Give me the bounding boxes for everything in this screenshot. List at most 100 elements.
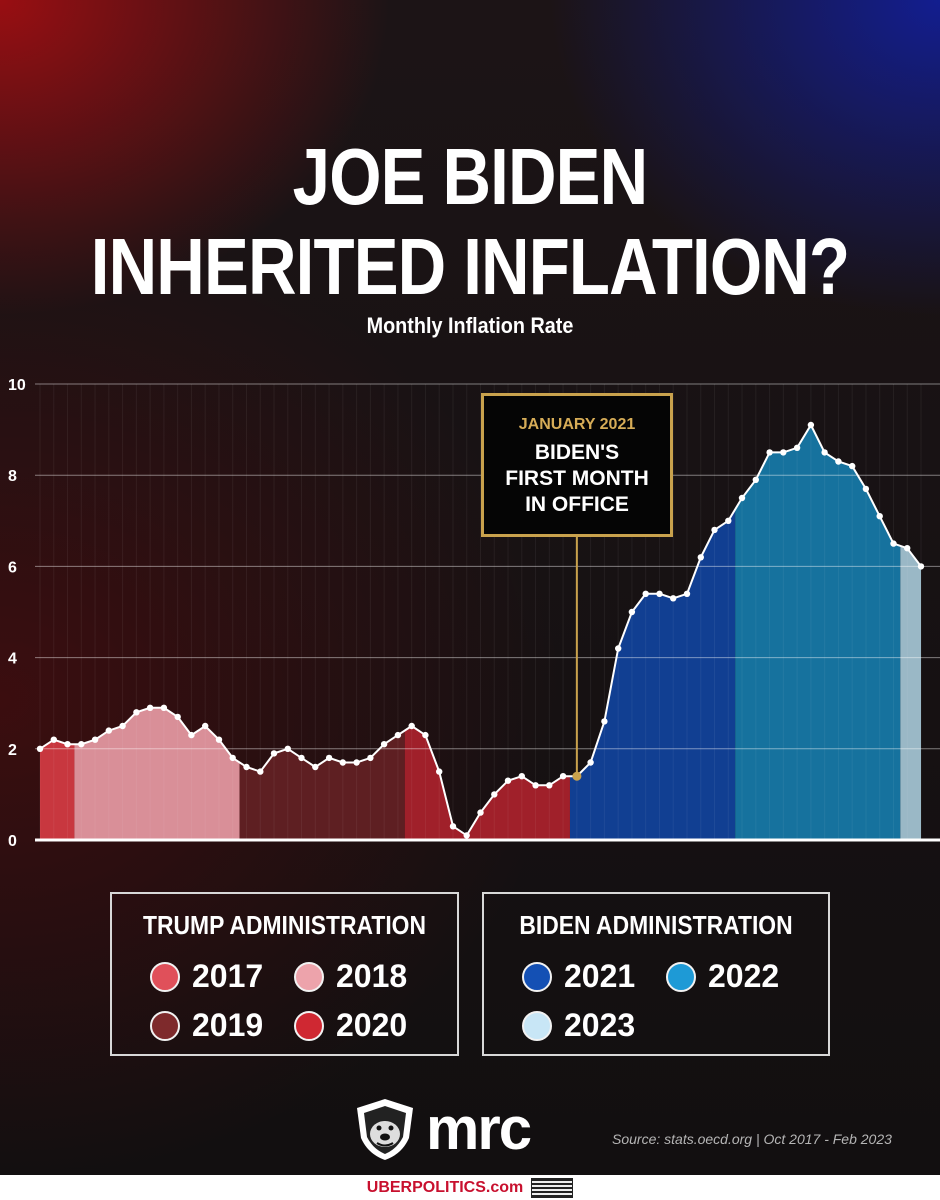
- inflation-chart: 0 2 4 6 8 10: [8, 377, 940, 850]
- legend-label-2018: 2018: [336, 958, 408, 994]
- data-point-2023-01: [904, 545, 911, 552]
- data-point-2018-03: [105, 727, 113, 734]
- legend-dot-2017: [150, 961, 180, 992]
- data-point-2021-07: [656, 590, 663, 597]
- y-tick-label-8: 8: [8, 468, 17, 485]
- data-point-2022-05: [793, 444, 801, 451]
- data-point-2021-08: [670, 595, 677, 602]
- data-point-2021-12: [725, 517, 732, 524]
- data-point-2019-10: [367, 754, 374, 762]
- legend-label-2023: 2023: [564, 1007, 636, 1043]
- data-point-2021-03: [601, 718, 608, 725]
- legend-item-2023: 2023: [522, 1007, 635, 1044]
- data-point-2019-04: [284, 745, 291, 752]
- data-point-2020-12: [559, 773, 567, 780]
- data-point-2020-04: [449, 823, 457, 830]
- mrc-logo: mrc: [352, 1094, 532, 1163]
- source-note: Source: stats.oecd.org | Oct 2017 - Feb …: [612, 1131, 892, 1147]
- data-point-2020-09: [518, 773, 525, 780]
- bulldog-shield-icon: [357, 1098, 413, 1160]
- data-point-2019-09: [353, 759, 360, 766]
- legend-label-2022: 2022: [708, 958, 780, 994]
- legend-dot-2022: [666, 961, 696, 992]
- data-point-2017-11: [50, 736, 57, 743]
- data-point-2019-05: [298, 754, 305, 762]
- data-point-2018-08: [174, 713, 181, 721]
- y-tick-label-4: 4: [8, 651, 17, 668]
- data-point-2021-02: [587, 759, 594, 766]
- data-point-2017-10: [36, 745, 44, 752]
- callout-date: JANUARY 2021: [518, 416, 636, 433]
- data-point-2018-10: [202, 722, 209, 730]
- data-point-2020-06: [477, 809, 484, 816]
- data-point-2018-02: [91, 736, 99, 743]
- data-point-2020-10: [532, 782, 539, 789]
- y-tick-label-6: 6: [8, 559, 17, 576]
- data-point-2019-02: [257, 768, 264, 775]
- area-band-2019: [239, 425, 405, 840]
- legend-item-2019: 2019: [150, 1007, 263, 1044]
- data-point-2019-11: [380, 741, 388, 748]
- callout-box: JANUARY 2021 BIDEN'S FIRST MONTH IN OFFI…: [481, 393, 673, 537]
- data-point-2019-07: [325, 754, 333, 762]
- data-point-2018-05: [133, 709, 140, 716]
- data-point-2018-09: [188, 731, 195, 739]
- data-point-2023-02: [917, 563, 925, 570]
- data-point-2018-12: [229, 754, 236, 762]
- legend-trump-box: TRUMP ADMINISTRATION 2017 2018 2019 2020: [110, 892, 459, 1056]
- data-point-2022-08: [835, 458, 842, 465]
- y-tick-label-10: 10: [8, 377, 26, 394]
- data-point-2018-07: [160, 704, 168, 711]
- data-point-2022-11: [876, 513, 883, 520]
- legend-trump-title: TRUMP ADMINISTRATION: [142, 910, 427, 940]
- title-line-1: JOE BIDEN: [292, 132, 649, 221]
- data-point-2022-06: [807, 421, 815, 429]
- footer-site-link[interactable]: UBERPOLITICS.com: [366, 1178, 524, 1196]
- data-point-2019-03: [270, 750, 278, 757]
- y-tick-label-2: 2: [8, 742, 17, 759]
- data-point-2021-06: [642, 590, 649, 597]
- y-tick-label-0: 0: [8, 833, 17, 850]
- data-point-2021-01: [572, 771, 582, 781]
- area-band-2022: [735, 425, 901, 840]
- legend-label-2017: 2017: [192, 958, 264, 994]
- data-point-2022-10: [862, 485, 870, 493]
- data-point-2022-07: [821, 449, 828, 456]
- data-point-2021-05: [628, 608, 636, 616]
- data-point-2018-06: [146, 704, 154, 711]
- data-point-2021-10: [697, 554, 704, 561]
- data-point-2018-01: [78, 741, 85, 748]
- area-band-2017: [40, 425, 75, 840]
- data-point-2020-03: [436, 768, 443, 775]
- data-point-2019-01: [243, 763, 250, 771]
- legend-item-2017: 2017: [150, 958, 263, 995]
- us-flag-icon: [531, 1177, 574, 1198]
- data-point-2019-12: [394, 731, 402, 739]
- legend-label-2019: 2019: [192, 1007, 264, 1043]
- data-point-2020-08: [504, 777, 512, 784]
- data-point-2017-12: [64, 741, 71, 748]
- title-line-2: INHERITED INFLATION?: [90, 222, 850, 311]
- logo-text: mrc: [426, 1095, 532, 1162]
- chart-subtitle: Monthly Inflation Rate: [366, 313, 574, 338]
- infographic: JOE BIDEN INHERITED INFLATION? Monthly I…: [0, 0, 940, 1175]
- data-point-2019-08: [339, 759, 346, 766]
- data-point-2020-02: [422, 731, 429, 739]
- legend-dot-2019: [150, 1010, 180, 1041]
- data-point-2020-07: [491, 791, 498, 798]
- legend-biden-box: BIDEN ADMINISTRATION 2021 2022 2023: [482, 892, 830, 1056]
- data-point-2021-11: [711, 526, 718, 534]
- legend-label-2021: 2021: [564, 958, 636, 994]
- data-point-2020-05: [463, 832, 470, 839]
- legend-dot-2023: [522, 1010, 552, 1041]
- data-point-2022-04: [780, 449, 787, 456]
- legend-item-2022: 2022: [666, 958, 779, 995]
- legend-item-2020: 2020: [294, 1007, 407, 1044]
- data-point-2020-01: [408, 722, 415, 730]
- data-point-2019-06: [312, 763, 319, 771]
- legend-item-2018: 2018: [294, 958, 407, 995]
- legend-item-2021: 2021: [522, 958, 635, 995]
- footer-bar: UBERPOLITICS.com: [0, 1175, 940, 1200]
- data-point-2022-03: [766, 449, 773, 456]
- data-point-2022-09: [849, 462, 856, 470]
